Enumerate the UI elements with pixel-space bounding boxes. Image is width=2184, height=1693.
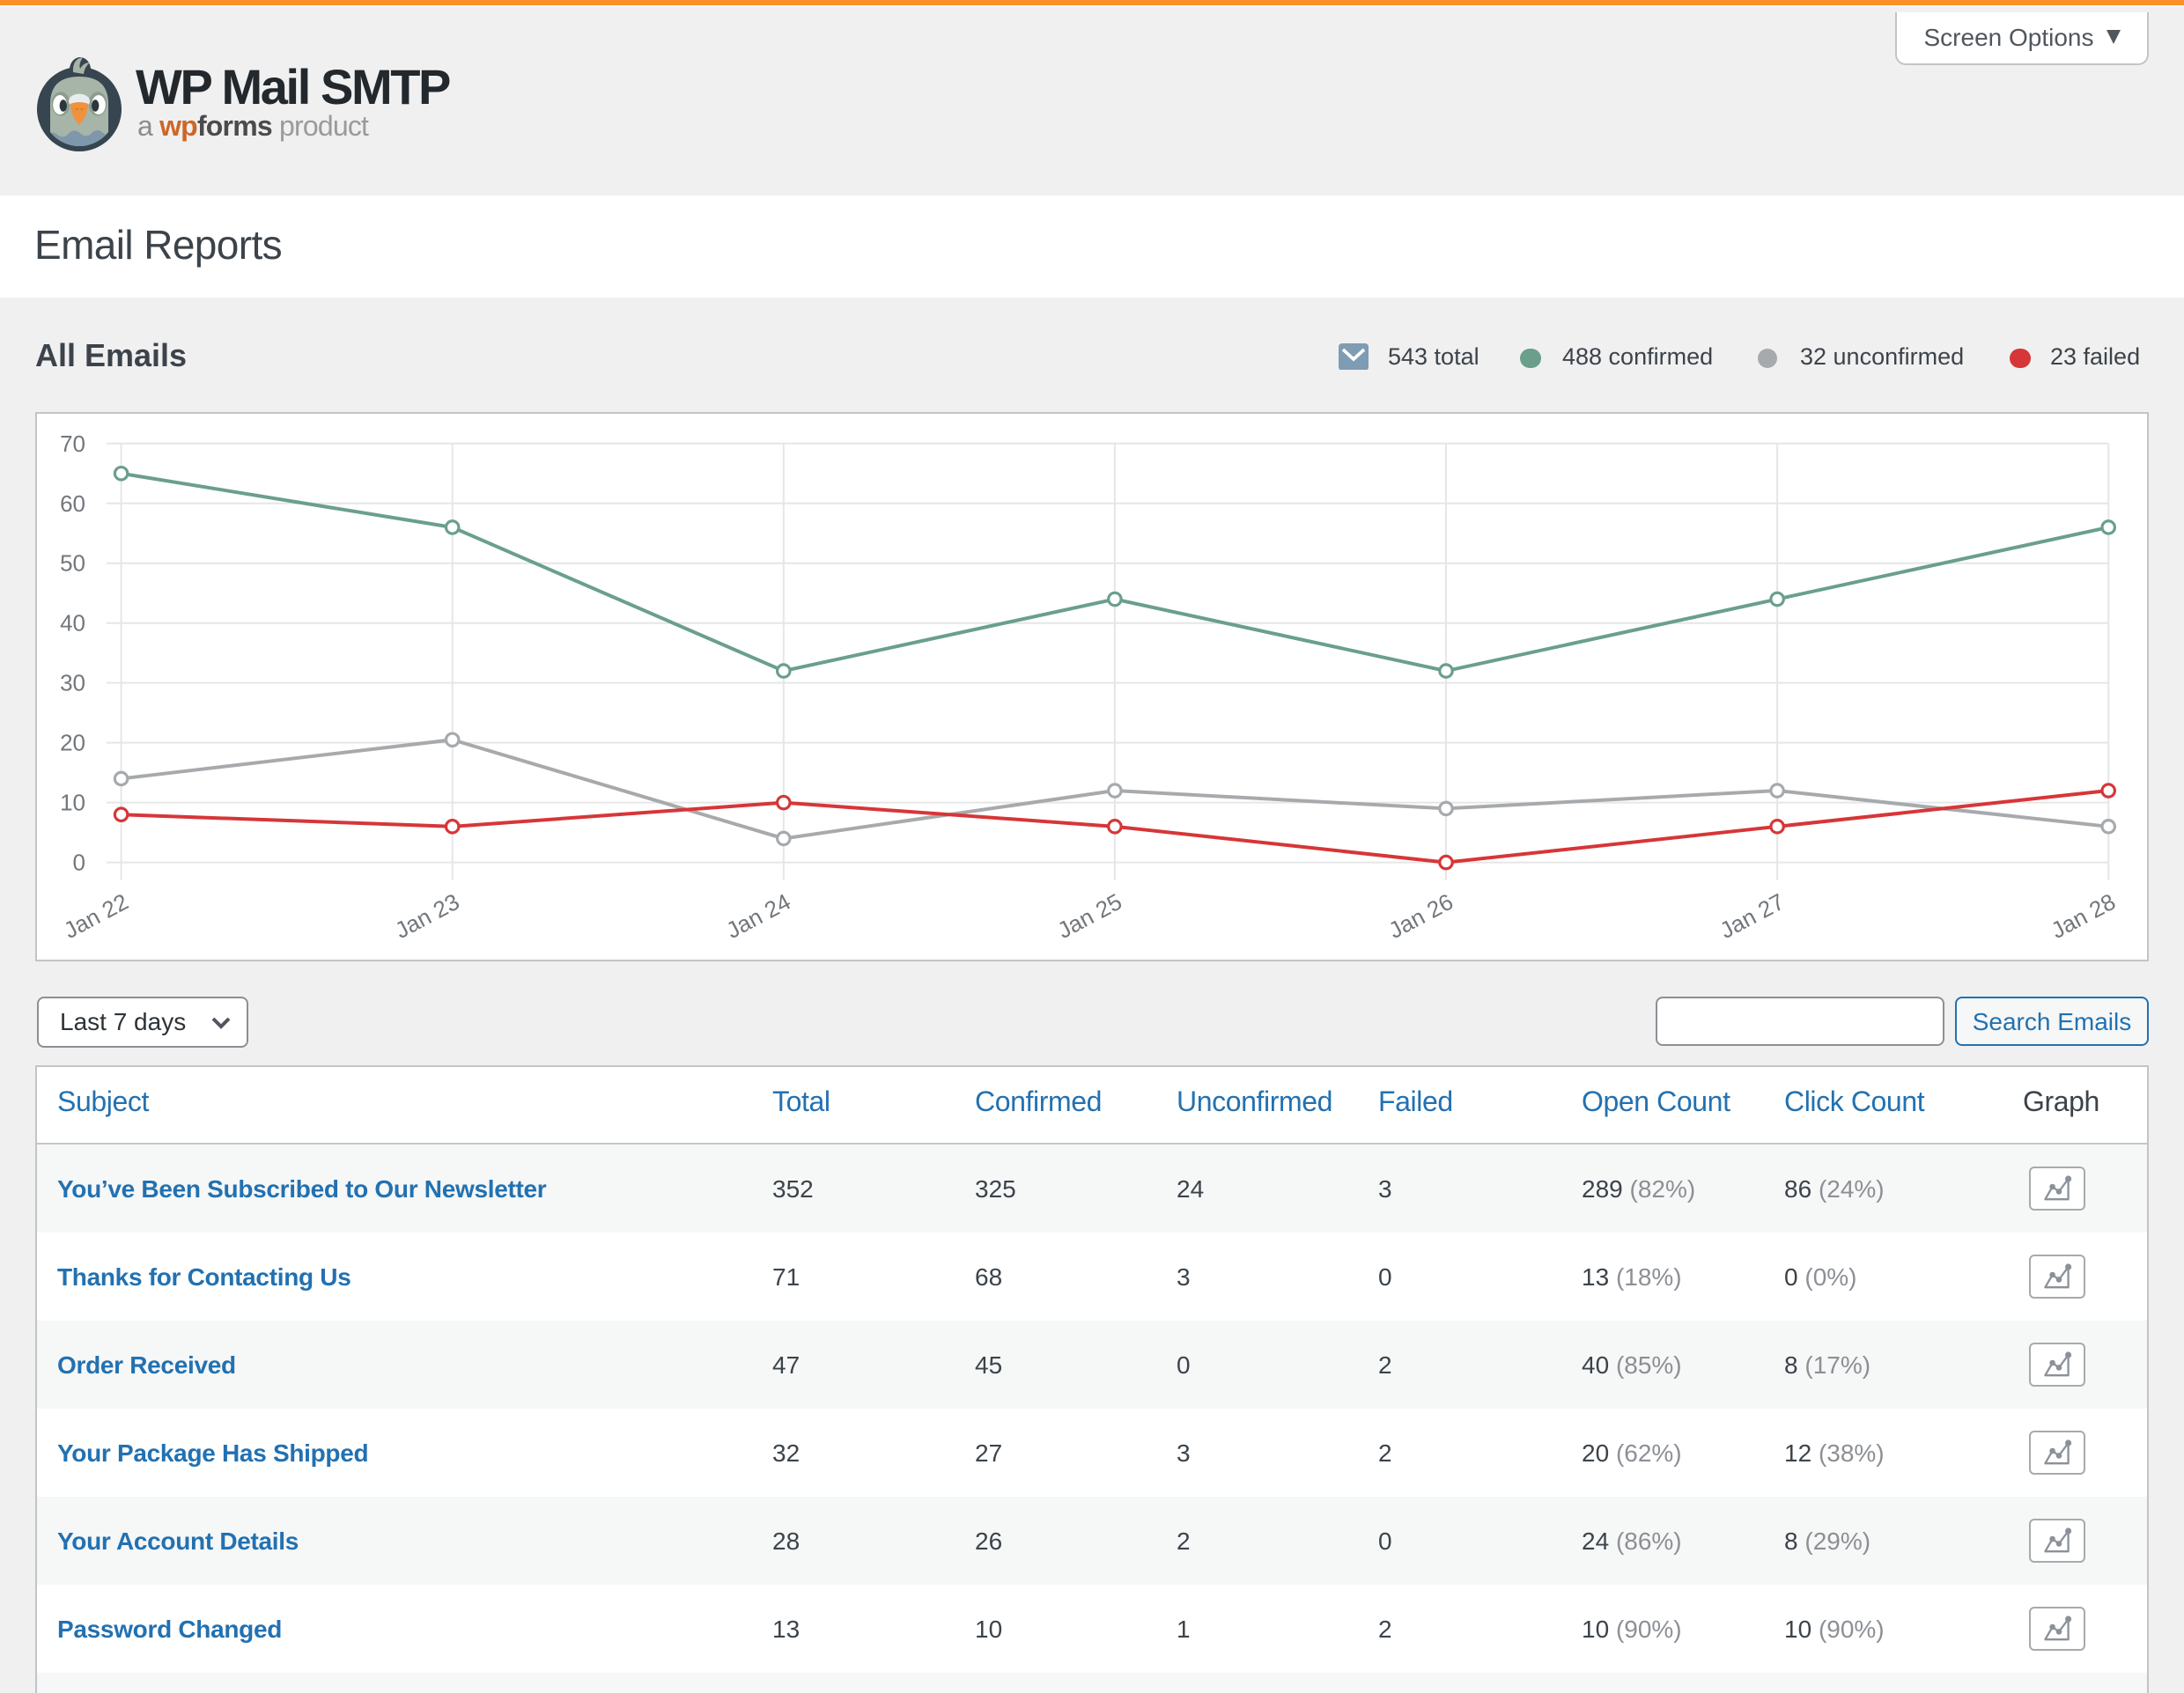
svg-text:10: 10 [60, 789, 85, 815]
svg-text:Jan 27: Jan 27 [1715, 887, 1789, 943]
svg-text:40: 40 [60, 609, 85, 636]
svg-text:30: 30 [60, 669, 85, 696]
svg-text:Jan 22: Jan 22 [59, 887, 132, 943]
svg-text:Jan 25: Jan 25 [1053, 887, 1126, 943]
svg-text:0: 0 [73, 849, 85, 875]
svg-text:Jan 24: Jan 24 [722, 887, 795, 943]
svg-text:60: 60 [60, 489, 85, 516]
svg-text:Jan 26: Jan 26 [1384, 887, 1457, 943]
svg-text:50: 50 [60, 549, 85, 576]
svg-text:Jan 28: Jan 28 [2047, 887, 2120, 943]
svg-text:20: 20 [60, 729, 85, 755]
svg-text:Jan 23: Jan 23 [390, 887, 463, 943]
svg-text:70: 70 [60, 430, 85, 456]
